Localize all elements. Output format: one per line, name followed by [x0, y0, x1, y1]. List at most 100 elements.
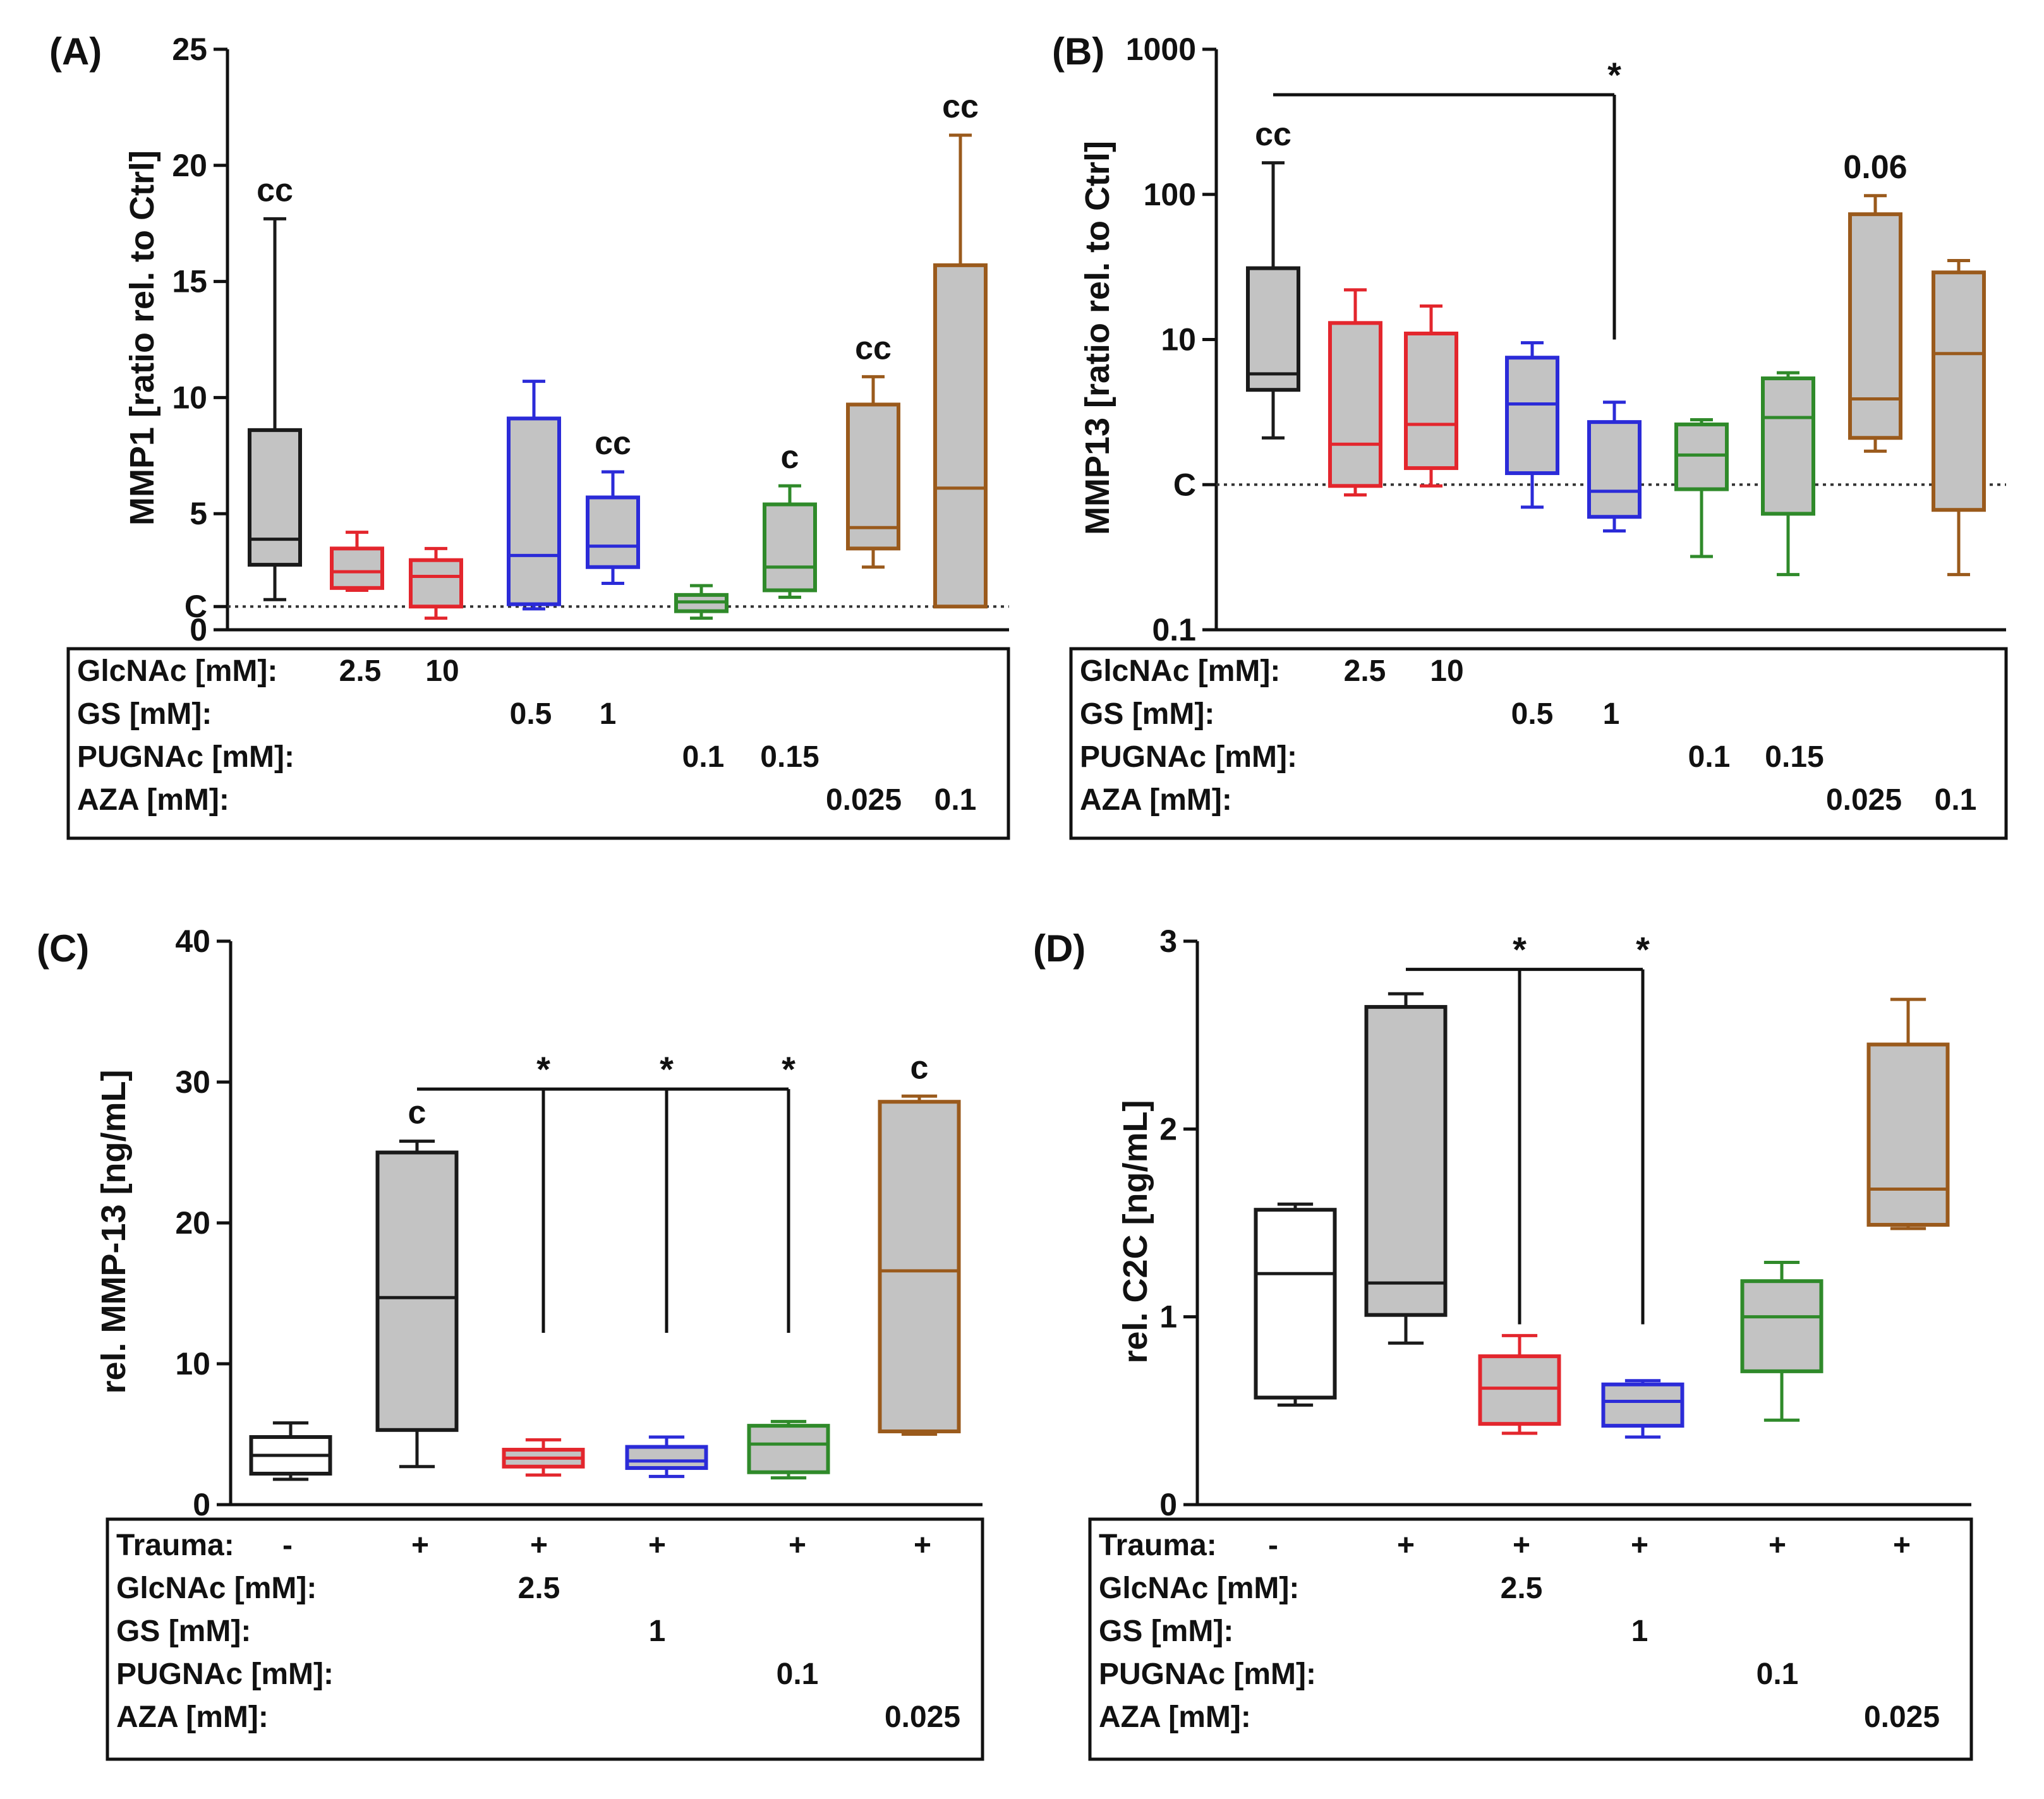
- box-group: c: [375, 1095, 459, 1469]
- y-tick-label: 100: [1144, 177, 1196, 212]
- condition-value: +: [1631, 1529, 1648, 1562]
- condition-row-label: Trauma:: [1099, 1529, 1217, 1562]
- iqr-box: [1932, 270, 1986, 512]
- panel-label: (A): [49, 30, 102, 73]
- box-group: [1587, 400, 1642, 532]
- comparison-bracket: *: [1273, 55, 1621, 340]
- iqr-box: [747, 1424, 830, 1474]
- condition-row-label: AZA [mM]:: [116, 1700, 269, 1734]
- condition-row-label: GlcNAc [mM]:: [1099, 1572, 1299, 1605]
- box-group: 0.06: [1843, 149, 1908, 453]
- condition-value: -: [282, 1529, 293, 1562]
- condition-value: 0.1: [1935, 783, 1977, 817]
- box-group: [1932, 259, 1986, 577]
- condition-value: 0.15: [760, 740, 819, 774]
- iqr-box: [878, 1100, 961, 1434]
- condition-value: +: [648, 1529, 666, 1562]
- condition-row-label: GS [mM]:: [77, 697, 212, 731]
- iqr-box: [1601, 1382, 1684, 1428]
- iqr-box: [1848, 212, 1902, 440]
- iqr-box: [1478, 1354, 1561, 1426]
- significance-star: *: [536, 1049, 550, 1089]
- box-group: [1761, 371, 1815, 577]
- y-tick-label: 25: [172, 32, 207, 67]
- condition-value: +: [411, 1529, 429, 1562]
- box-group: cc: [586, 425, 640, 585]
- panel-c: (C) rel. MMP-13 [ng/mL] 0 10 20 30 40 c c * * * Trau…: [37, 924, 984, 1761]
- significance-star: *: [1607, 55, 1621, 95]
- significance-annotation: cc: [257, 172, 293, 208]
- condition-value: 0.1: [1757, 1658, 1799, 1691]
- condition-row-label: PUGNAc [mM]:: [1080, 740, 1297, 774]
- significance-annotation: c: [781, 439, 799, 476]
- condition-row-label: PUGNAc [mM]:: [116, 1658, 334, 1691]
- iqr-box: [1740, 1279, 1823, 1373]
- box-group: cc: [248, 172, 302, 601]
- iqr-box: [1404, 331, 1458, 471]
- panel-a: (A) MMP1 [ratio rel. to Ctrl] 0 5 10 15 20 25 Cc…: [49, 30, 1010, 840]
- iqr-box: [1328, 321, 1382, 488]
- condition-value: +: [530, 1529, 548, 1562]
- condition-row-label: AZA [mM]:: [77, 783, 229, 817]
- condition-value: 0.1: [777, 1658, 819, 1691]
- condition-value: 0.5: [1511, 697, 1554, 731]
- panel-label: (C): [37, 927, 89, 970]
- significance-annotation: cc: [1255, 116, 1291, 153]
- condition-table-frame: [1069, 647, 2008, 840]
- condition-table: GlcNAc [mM]: 2.5 10 GS [mM]: 0.5 1 PUGNAc [mM]…: [1069, 647, 2008, 840]
- condition-value: 10: [1430, 654, 1463, 688]
- condition-table-frame: [66, 647, 1010, 840]
- condition-row-label: Trauma:: [116, 1529, 234, 1562]
- condition-table-frame: [1088, 1517, 1973, 1761]
- condition-row-label: AZA [mM]:: [1099, 1700, 1251, 1734]
- condition-value: +: [1893, 1529, 1911, 1562]
- condition-row-label: PUGNAc [mM]:: [77, 740, 294, 774]
- significance-star: *: [1513, 930, 1527, 970]
- y-tick-label: 0: [190, 612, 207, 647]
- y-axis-title: MMP1 [ratio rel. to Ctrl]: [123, 150, 161, 526]
- significance-star: *: [660, 1049, 674, 1089]
- condition-table: Trauma: - + + + + + GlcNAc [mM]: 2.5 GS [mM]: 1 PUG…: [106, 1517, 984, 1761]
- box-group: [674, 584, 729, 620]
- box-group: [1601, 1379, 1684, 1439]
- condition-table: GlcNAc [mM]: 2.5 10 GS [mM]: 0.5 1 PUGNAc [mM]…: [66, 647, 1010, 840]
- box-group: [249, 1421, 332, 1481]
- condition-value: +: [789, 1529, 806, 1562]
- condition-value: -: [1268, 1529, 1278, 1562]
- iqr-box: [1254, 1208, 1337, 1400]
- condition-value: +: [914, 1529, 931, 1562]
- y-tick-label: 20: [175, 1205, 210, 1241]
- y-tick-label: 0: [193, 1487, 210, 1522]
- y-tick-label: 10: [1161, 322, 1196, 358]
- y-tick-label: 20: [172, 148, 207, 183]
- box-group: c: [763, 439, 817, 599]
- y-tick-label: 30: [175, 1064, 210, 1100]
- iqr-box: [330, 546, 384, 590]
- box-group: [409, 546, 463, 620]
- condition-value: 0.025: [826, 783, 902, 817]
- condition-row-label: AZA [mM]:: [1080, 783, 1232, 817]
- iqr-box: [933, 263, 988, 609]
- y-axis-title: rel. MMP-13 [ng/mL]: [95, 1069, 133, 1393]
- box-group: [1674, 418, 1729, 558]
- condition-value: 0.025: [1864, 1700, 1940, 1734]
- comparison-bracket: * * *: [417, 1049, 795, 1333]
- condition-value: 0.1: [682, 740, 725, 774]
- control-label: C: [184, 589, 207, 624]
- box-group: [1740, 1260, 1823, 1422]
- significance-annotation: cc: [942, 88, 979, 125]
- panel-label: (D): [1033, 927, 1085, 970]
- y-tick-label: 15: [172, 264, 207, 299]
- condition-row-label: GS [mM]:: [1099, 1615, 1233, 1648]
- box-group: cc: [1246, 116, 1300, 440]
- condition-table-frame: [106, 1517, 984, 1761]
- significance-annotation: cc: [855, 330, 892, 366]
- condition-value: 0.025: [885, 1700, 960, 1734]
- condition-value: 2.5: [1501, 1572, 1543, 1605]
- y-tick-label: 10: [172, 380, 207, 415]
- condition-value: +: [1513, 1529, 1530, 1562]
- y-tick-label: 5: [190, 496, 207, 531]
- box-group: [747, 1419, 830, 1480]
- condition-row-label: GlcNAc [mM]:: [1080, 654, 1280, 688]
